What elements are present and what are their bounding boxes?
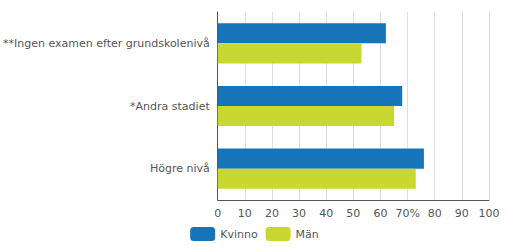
svg-text:20: 20 (265, 207, 279, 220)
svg-text:**Ingen examen efter grundskol: **Ingen examen efter grundskolenivå (3, 37, 210, 50)
svg-text:40: 40 (319, 207, 333, 220)
svg-text:*Andra stadiet: *Andra stadiet (130, 100, 210, 113)
svg-text:100: 100 (479, 207, 500, 220)
svg-text:30: 30 (292, 207, 306, 220)
svg-text:90: 90 (455, 207, 469, 220)
svg-text:Män: Män (296, 228, 319, 241)
svg-text:10: 10 (238, 207, 252, 220)
svg-text:0: 0 (214, 207, 221, 220)
svg-text:Högre nivå: Högre nivå (150, 162, 210, 175)
svg-text:60: 60 (373, 207, 387, 220)
svg-text:70%: 70% (395, 207, 419, 220)
svg-text:80: 80 (428, 207, 442, 220)
svg-text:Kvinno: Kvinno (220, 228, 258, 241)
svg-text:50: 50 (346, 207, 360, 220)
